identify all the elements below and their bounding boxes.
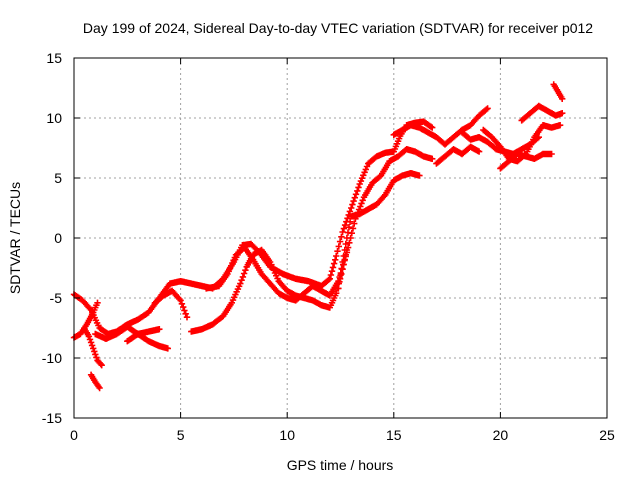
data-point-markers	[87, 371, 103, 392]
y-tick-label: 0	[54, 230, 62, 246]
x-axis-ticks: 0 5 10 15 20 25	[70, 58, 615, 443]
x-tick-label: 25	[599, 427, 615, 443]
y-axis-ticks: -15 -10 -5 0 5 10 15	[42, 50, 607, 426]
x-tick-label: 20	[493, 427, 509, 443]
data-point-markers	[70, 118, 436, 338]
x-tick-label: 0	[70, 427, 78, 443]
series-track	[433, 143, 483, 167]
x-tick-label: 10	[279, 427, 295, 443]
series-track	[151, 287, 191, 321]
series-track	[81, 326, 105, 369]
y-tick-label: -15	[42, 410, 62, 426]
grid	[74, 58, 607, 418]
x-tick-label: 15	[386, 427, 402, 443]
series-track	[518, 102, 566, 124]
data-point-markers	[124, 326, 163, 345]
y-axis-label: SDTVAR / TECUs	[7, 182, 23, 294]
series-track	[550, 81, 566, 102]
data-point-markers	[335, 170, 423, 292]
data-point-markers	[81, 326, 105, 369]
y-tick-label: -5	[50, 290, 63, 306]
data-point-markers	[203, 146, 436, 304]
data-point-markers	[433, 143, 483, 167]
series-track	[203, 146, 436, 304]
data-point-markers	[497, 150, 555, 172]
y-tick-label: 10	[46, 110, 62, 126]
series-track	[124, 326, 163, 345]
series-track	[390, 105, 491, 148]
x-tick-label: 5	[177, 427, 185, 443]
series-track	[87, 371, 103, 392]
series-track	[335, 170, 423, 292]
data-point-markers	[518, 102, 566, 124]
y-tick-label: 5	[54, 170, 62, 186]
series-track	[70, 118, 436, 338]
y-tick-label: 15	[46, 50, 62, 66]
chart-title: Day 199 of 2024, Sidereal Day-to-day VTE…	[83, 20, 593, 36]
data-point-markers	[188, 246, 351, 335]
data-point-markers	[151, 287, 191, 321]
data-points	[70, 81, 566, 392]
x-axis-label: GPS time / hours	[287, 457, 394, 473]
series-track	[497, 150, 555, 172]
series-track	[188, 246, 351, 335]
data-point-markers	[550, 81, 566, 102]
y-tick-label: -10	[42, 350, 62, 366]
data-point-markers	[390, 105, 491, 148]
